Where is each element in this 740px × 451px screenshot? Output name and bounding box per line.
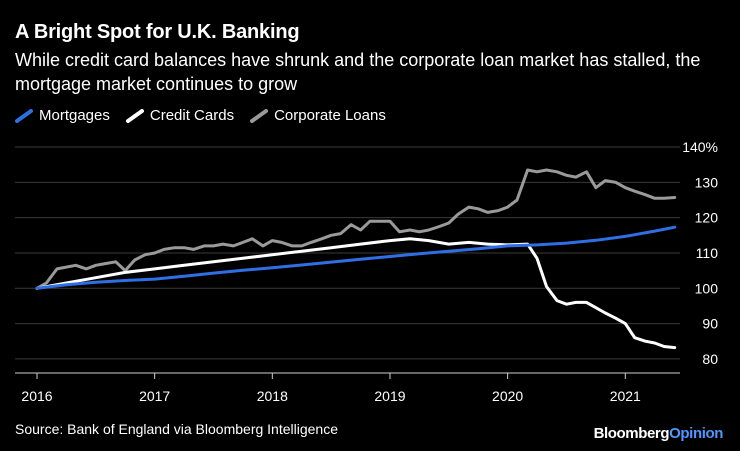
y-tick-label: 80 [702, 351, 718, 367]
series-line-credit-cards [35, 237, 677, 350]
legend-swatch-credit-cards-icon [125, 108, 144, 123]
x-tick-label: 2016 [21, 388, 52, 404]
legend: Mortgages Credit Cards Corporate Loans [15, 107, 402, 124]
series-line-corporate-loans [35, 168, 677, 290]
legend-swatch-mortgages-icon [15, 108, 33, 123]
chart-title: A Bright Spot for U.K. Banking [15, 21, 300, 43]
x-tick-label: 2021 [610, 388, 641, 404]
x-tick-label: 2018 [257, 388, 288, 404]
legend-swatch-corporate-loans-icon [250, 108, 269, 123]
legend-item-mortgages: Mortgages [15, 107, 110, 124]
bloomberg-opinion-logo: BloombergOpinion [593, 425, 724, 442]
x-tick-label: 2020 [492, 388, 523, 404]
legend-label-corporate-loans: Corporate Loans [274, 107, 386, 124]
y-tick-label: 130 [695, 174, 719, 190]
x-tick-label: 2017 [139, 388, 170, 404]
series-line-mortgages [35, 225, 677, 290]
legend-label-credit-cards: Credit Cards [149, 107, 235, 124]
y-tick-label: 100 [695, 280, 719, 296]
y-tick-label: 120 [695, 210, 719, 226]
y-tick-label: 90 [702, 316, 718, 332]
legend-item-credit-cards: Credit Cards [125, 107, 235, 124]
x-tick-label: 2019 [374, 388, 405, 404]
legend-item-corporate-loans: Corporate Loans [250, 107, 386, 124]
chart-subtitle: While credit card balances have shrunk a… [15, 50, 701, 94]
y-tick-label: 110 [696, 245, 719, 261]
source-note: Source: Bank of England via Bloomberg In… [15, 421, 338, 437]
y-tick-label: 140% [682, 139, 718, 155]
legend-label-mortgages: Mortgages [39, 107, 110, 124]
